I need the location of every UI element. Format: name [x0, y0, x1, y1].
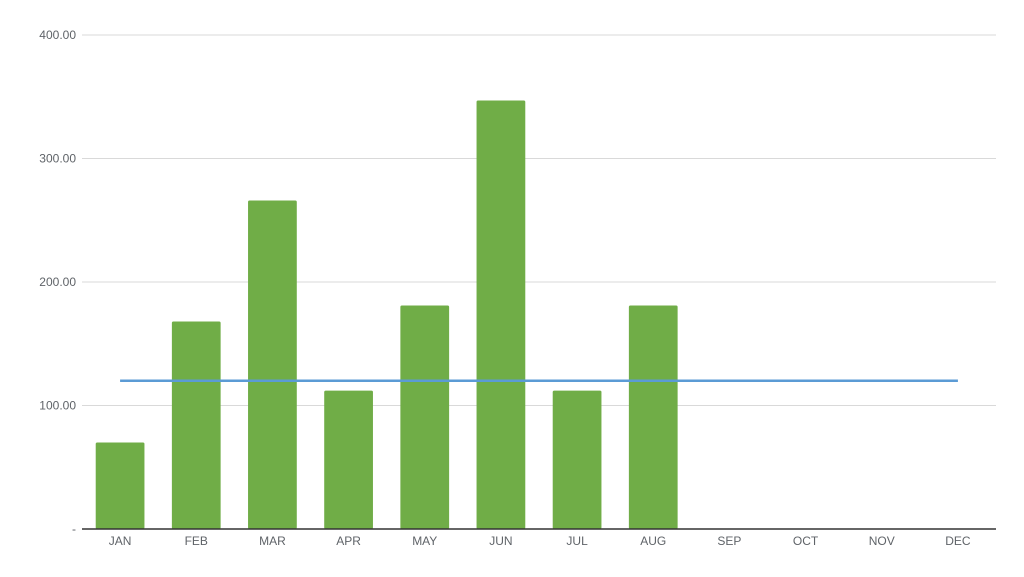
x-tick-label: JAN — [109, 534, 132, 548]
x-tick-label: OCT — [793, 534, 819, 548]
bar-may — [400, 305, 450, 529]
y-axis-labels: - 100.00 200.00 300.00 400.00 — [39, 28, 76, 536]
x-tick-label: MAR — [259, 534, 286, 548]
bar-series — [95, 100, 678, 530]
bar-mar — [248, 200, 297, 530]
x-tick-label: SEP — [717, 534, 741, 548]
y-tick-label: 300.00 — [39, 152, 76, 166]
x-tick-label: APR — [336, 534, 361, 548]
bar-jan — [95, 442, 145, 529]
bar-jun — [476, 100, 526, 529]
y-tick-label: - — [72, 522, 76, 536]
x-tick-label: DEC — [945, 534, 971, 548]
x-tick-label: MAY — [412, 534, 437, 548]
bar-feb — [171, 321, 221, 529]
y-tick-label: 400.00 — [39, 28, 76, 42]
gridlines — [82, 34, 996, 406]
x-tick-label: AUG — [640, 534, 666, 548]
bar-apr — [324, 390, 373, 529]
x-tick-label: FEB — [185, 534, 208, 548]
x-tick-label: JUL — [566, 534, 588, 548]
y-tick-label: 200.00 — [39, 275, 76, 289]
bar-jul — [552, 390, 602, 529]
bar-aug — [628, 305, 678, 529]
x-tick-label: NOV — [869, 534, 895, 548]
x-tick-label: JUN — [489, 534, 512, 548]
x-axis-labels: JAN FEB MAR APR MAY JUN JUL AUG SEP OCT NOV DEC — [109, 534, 971, 548]
y-tick-label: 100.00 — [39, 399, 76, 413]
